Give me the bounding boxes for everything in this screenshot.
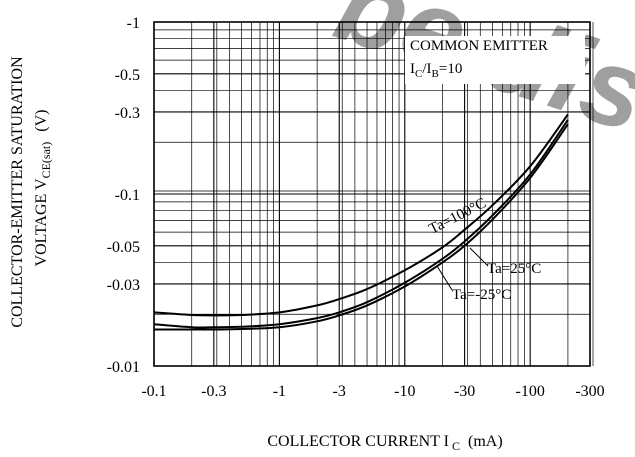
series-label: Ta=-25°C (452, 287, 511, 303)
annotation-background (405, 36, 585, 84)
y-tick-label: -0.05 (107, 239, 140, 256)
x-tick-label: -0.3 (201, 383, 226, 400)
series-label: Ta=25°C (487, 261, 541, 277)
y-tick-label: -0.03 (107, 277, 140, 294)
series-label-leader (469, 247, 489, 267)
annotation-b-sub: B (432, 68, 439, 80)
x-axis-title-main: COLLECTOR CURRENT I (267, 433, 449, 450)
y-tick-label: -0.5 (115, 67, 140, 84)
y-tick-label: -0.3 (115, 105, 140, 122)
x-tick-label: -30 (454, 383, 475, 400)
x-tick-label: -1 (273, 383, 286, 400)
series-line-0 (153, 113, 569, 317)
y-tick-label: -1 (127, 15, 140, 32)
y-tick-label: -0.1 (115, 187, 140, 204)
x-axis-title: COLLECTOR CURRENT I C (mA) (267, 433, 502, 453)
plot-frame (153, 21, 591, 367)
x-tick-label: -0.1 (141, 383, 166, 400)
series-labels: Ta=100°CTa=25°CTa=-25°C (427, 195, 542, 303)
annotation-mid: /I (422, 61, 431, 77)
x-tick-label: -3 (333, 383, 346, 400)
y-axis-title-line2: VOLTAGE VCE(sat) (V) (33, 110, 53, 267)
x-tick-labels: -0.1 -0.3 -1 -3 -10 -30 -100 -300 (141, 383, 604, 400)
y-tick-labels: -1 -0.5 -0.3 -0.1 -0.05 -0.03 -0.01 (107, 15, 140, 376)
series-line-1 (153, 119, 569, 329)
y-axis-title-main: VOLTAGE V (33, 178, 50, 267)
x-tick-label: -300 (575, 383, 604, 400)
x-axis-title-sub: C (452, 439, 460, 453)
series-line-2 (153, 123, 569, 331)
x-tick-label: -100 (516, 383, 545, 400)
watermark-text: be disc (323, 0, 635, 175)
annotation-i: I (410, 61, 415, 77)
x-tick-label: -10 (394, 383, 415, 400)
annotation-c-sub: C (415, 68, 422, 80)
series-label-leader (436, 265, 453, 291)
x-axis-title-unit: (mA) (468, 433, 503, 450)
y-axis-title-line1: COLLECTOR-EMITTER SATURATION (9, 56, 26, 328)
y-axis-title-sub: CE(sat) (39, 142, 53, 179)
annotation-line2: IC/IB=10 (410, 61, 462, 80)
series-curves (153, 113, 569, 331)
y-tick-label: -0.01 (107, 359, 140, 376)
annotation-line1: COMMON EMITTER (410, 38, 548, 54)
y-axis-title-unit: (V) (33, 110, 50, 132)
annotation-end: =10 (439, 61, 462, 77)
